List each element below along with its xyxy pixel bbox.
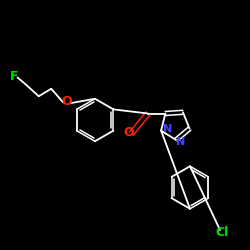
Text: F: F xyxy=(10,70,18,83)
Text: N: N xyxy=(163,124,172,134)
Text: O: O xyxy=(123,126,134,139)
Text: Cl: Cl xyxy=(216,226,229,239)
Text: O: O xyxy=(61,95,72,108)
Text: N: N xyxy=(176,138,186,147)
